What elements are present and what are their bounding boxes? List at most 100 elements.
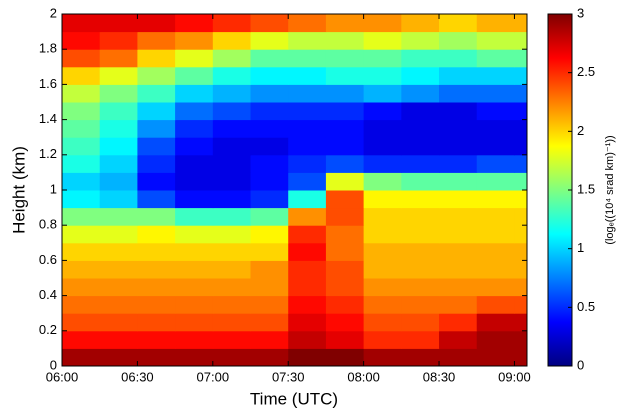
heatmap-cell xyxy=(99,225,138,244)
heatmap-cell xyxy=(62,102,101,121)
heatmap-cell xyxy=(363,330,402,349)
heatmap-cell xyxy=(62,49,101,68)
x-axis-label: Time (UTC) xyxy=(250,389,338,408)
y-tick-label: 0.6 xyxy=(39,252,57,267)
y-tick-label: 1.6 xyxy=(39,76,57,91)
x-tick-label: 07:30 xyxy=(272,369,305,384)
heatmap-cell xyxy=(514,66,528,85)
heatmap-cell xyxy=(363,84,402,103)
heatmap-cell xyxy=(514,14,528,33)
heatmap-cell xyxy=(325,330,365,349)
heatmap-cell xyxy=(401,31,440,50)
heatmap-cell xyxy=(175,242,214,261)
heatmap-cell xyxy=(288,242,327,261)
heatmap-cell xyxy=(325,242,365,261)
heatmap-cell xyxy=(476,260,515,279)
heatmap-cell xyxy=(439,295,478,314)
heatmap-cell xyxy=(212,348,252,367)
heatmap-cell xyxy=(363,14,402,33)
heatmap-cell xyxy=(99,14,138,33)
heatmap-cell xyxy=(175,260,214,279)
heatmap-cell xyxy=(325,225,365,244)
heatmap-cell xyxy=(439,330,478,349)
heatmap-cell xyxy=(175,137,214,156)
heatmap-cell xyxy=(476,190,515,209)
heatmap-cell xyxy=(250,31,289,50)
heatmap-cell xyxy=(175,84,214,103)
heatmap-cell xyxy=(62,119,101,138)
heatmap-cell xyxy=(288,348,327,367)
heatmap-cell xyxy=(363,154,402,173)
heatmap-cell xyxy=(137,119,176,138)
heatmap-cell xyxy=(325,119,365,138)
heatmap-cell xyxy=(288,207,327,226)
heatmap-cell xyxy=(363,225,402,244)
heatmap-cell xyxy=(212,190,252,209)
heatmap-cell xyxy=(325,295,365,314)
heatmap-cell xyxy=(250,330,289,349)
heatmap-cell xyxy=(137,172,176,191)
heatmap-cell xyxy=(401,102,440,121)
heatmap-cell xyxy=(401,14,440,33)
heatmap-cell xyxy=(401,172,440,191)
heatmap-cell xyxy=(363,207,402,226)
heatmap-cell xyxy=(363,348,402,367)
colorbar-tick-label: 2.5 xyxy=(577,64,595,79)
heatmap-cell xyxy=(99,207,138,226)
heatmap-cell xyxy=(363,295,402,314)
heatmap-cell xyxy=(476,84,515,103)
heatmap-cell xyxy=(99,66,138,85)
heatmap-cell xyxy=(175,31,214,50)
heatmap-cell xyxy=(514,102,528,121)
heatmap-cell xyxy=(401,190,440,209)
heatmap-cell xyxy=(401,84,440,103)
heatmap-cell xyxy=(250,313,289,332)
x-tick-label: 06:00 xyxy=(46,369,79,384)
heatmap-cell xyxy=(137,154,176,173)
heatmap-cell xyxy=(401,295,440,314)
heatmap-cell xyxy=(212,295,252,314)
heatmap-cell xyxy=(137,348,176,367)
heatmap-cell xyxy=(137,260,176,279)
heatmap-cell xyxy=(250,295,289,314)
heatmap-cell xyxy=(288,172,327,191)
heatmap-cell xyxy=(439,49,478,68)
heatmap-cell xyxy=(325,190,365,209)
heatmap-cell xyxy=(99,119,138,138)
heatmap-cell xyxy=(250,190,289,209)
colorbar-tick-label: 0 xyxy=(577,357,584,372)
heatmap-cell xyxy=(137,14,176,33)
heatmap-cell xyxy=(439,137,478,156)
heatmap-cell xyxy=(62,172,101,191)
heatmap-cell xyxy=(99,49,138,68)
heatmap-cell xyxy=(212,207,252,226)
heatmap-cell xyxy=(288,137,327,156)
heatmap-cell xyxy=(476,295,515,314)
heatmap-cell xyxy=(212,31,252,50)
heatmap-cell xyxy=(212,66,252,85)
heatmap-cell xyxy=(99,137,138,156)
heatmap-cell xyxy=(288,102,327,121)
heatmap-cell xyxy=(363,66,402,85)
heatmap-cell xyxy=(288,225,327,244)
heatmap-cell xyxy=(288,313,327,332)
heatmap-cell xyxy=(401,119,440,138)
heatmap-cell xyxy=(137,84,176,103)
colorbar-tick-label: 2 xyxy=(577,123,584,138)
colorbar-tick-label: 1 xyxy=(577,240,584,255)
heatmap-cell xyxy=(137,313,176,332)
heatmap-cell xyxy=(99,172,138,191)
heatmap-cell xyxy=(212,260,252,279)
heatmap-cell xyxy=(476,278,515,297)
heatmap-cell xyxy=(175,225,214,244)
heatmap-cell xyxy=(401,137,440,156)
heatmap-cell xyxy=(137,330,176,349)
heatmap-cell xyxy=(514,119,528,138)
heatmap-cell xyxy=(476,119,515,138)
heatmap-cell xyxy=(363,313,402,332)
heatmap-cell xyxy=(476,102,515,121)
heatmap-cell xyxy=(288,190,327,209)
heatmap-cell xyxy=(62,207,101,226)
heatmap-cell xyxy=(325,313,365,332)
